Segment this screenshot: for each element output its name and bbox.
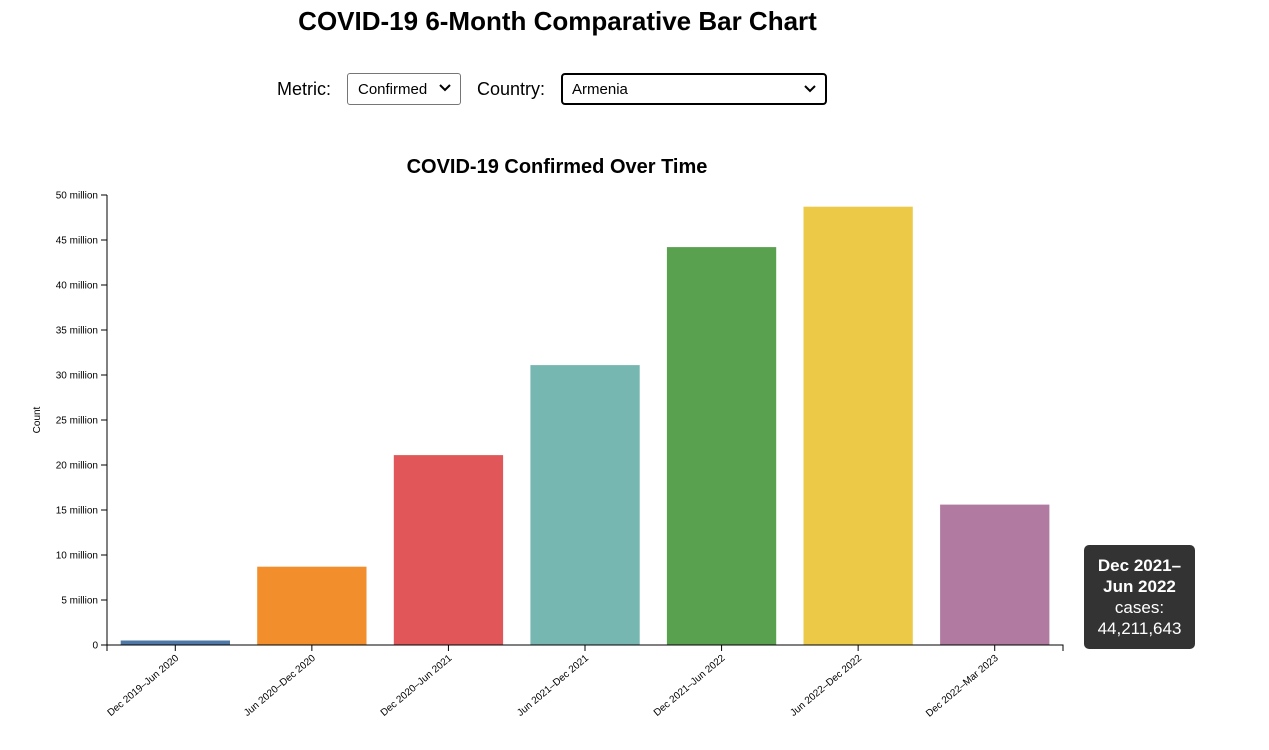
bars-group — [120, 206, 1050, 646]
y-tick-label: 40 million — [56, 281, 98, 292]
x-axis: Dec 2019–Jun 2020 Jun 2020–Dec 2020 Dec 20… — [106, 644, 1064, 720]
y-axis: 0 5 million 10 million 15 million 20 million… — [56, 191, 108, 652]
bar-4[interactable] — [530, 365, 640, 645]
tooltip-value: 44,211,643 — [1097, 619, 1182, 638]
y-axis-label: Count — [32, 406, 43, 433]
tooltip-metric: cases: — [1114, 598, 1165, 617]
y-tick-label: 20 million — [56, 461, 98, 472]
y-tick-label: 5 million — [61, 596, 98, 607]
x-tick-label: Jun 2021–Dec 2021 — [515, 653, 591, 719]
country-label: Country: — [477, 78, 546, 99]
page-title: COVID-19 6-Month Comparative Bar Chart — [298, 6, 817, 36]
metric-select-value: Confirmed — [358, 80, 428, 98]
bar-5[interactable] — [666, 247, 777, 645]
x-tick-label: Dec 2022–Mar 2023 — [924, 653, 1001, 720]
bar-3[interactable] — [393, 455, 504, 645]
chevron-down-icon — [804, 85, 816, 93]
y-tick-label: 35 million — [56, 326, 98, 337]
x-tick-label: Jun 2022–Dec 2022 — [788, 653, 864, 719]
x-tick-label: Jun 2020–Dec 2020 — [242, 653, 318, 719]
tooltip-period-line2: Jun 2022 — [1103, 577, 1176, 596]
country-select[interactable]: Armenia — [561, 73, 828, 105]
metric-label: Metric: — [277, 78, 331, 99]
bar-tooltip: Dec 2021– Jun 2022 cases: 44,211,643 — [1084, 545, 1195, 649]
y-tick-label: 45 million — [56, 236, 98, 247]
x-tick-label: Dec 2019–Jun 2020 — [106, 653, 182, 719]
country-select-value: Armenia — [572, 80, 628, 98]
chart-title: COVID-19 Confirmed Over Time — [407, 156, 708, 178]
metric-select[interactable]: Confirmed — [347, 73, 461, 105]
y-tick-label: 15 million — [56, 506, 98, 517]
y-tick-label: 30 million — [56, 371, 98, 382]
chevron-down-icon — [439, 84, 451, 92]
y-tick-label: 50 million — [56, 191, 98, 202]
bar-2[interactable] — [257, 566, 367, 645]
y-tick-label: 10 million — [56, 551, 98, 562]
controls-bar: Metric: Confirmed Country: Armenia — [277, 73, 828, 105]
bar-1[interactable] — [120, 640, 230, 646]
y-tick-label: 0 — [92, 641, 98, 652]
x-tick-label: Dec 2020–Jun 2021 — [379, 653, 455, 719]
y-tick-label: 25 million — [56, 416, 98, 427]
tooltip-period-line1: Dec 2021– — [1097, 556, 1182, 575]
bar-7[interactable] — [940, 504, 1050, 645]
bar-6[interactable] — [803, 206, 913, 645]
x-tick-label: Dec 2021–Jun 2022 — [652, 653, 728, 719]
